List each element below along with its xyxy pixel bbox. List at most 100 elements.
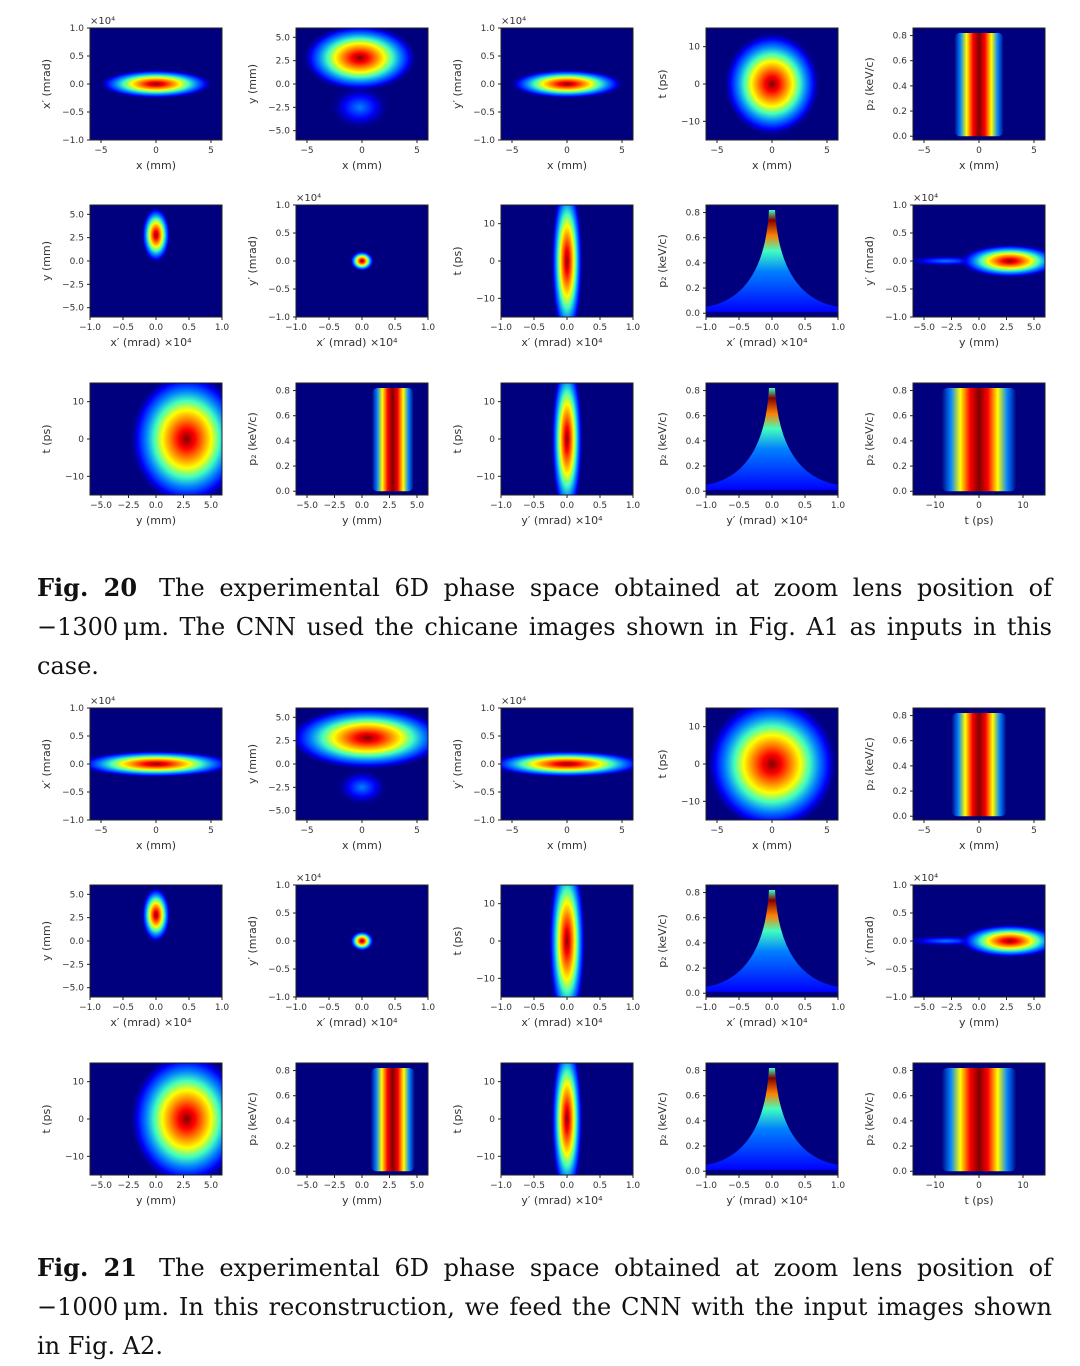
panel-yp-vs-y: −5.0 −2.5 0.0 2.5 5.0 −1.0 −0.5 0.0 0.5 1.0 y (mm)… (863, 193, 1046, 349)
y-tick-label: −0.5 (473, 788, 495, 798)
x-tick-label: −5.0 (90, 501, 112, 511)
y-tick-label: 1.0 (481, 24, 496, 34)
y-tick-label: 1.0 (276, 881, 291, 891)
x-tick-label: −5 (300, 826, 313, 836)
density-blob (959, 924, 1045, 958)
x-tick-label: 1.0 (215, 323, 230, 333)
y-tick-label: −0.5 (268, 285, 290, 295)
figure-20-caption: Fig. 20 The experimental 6D phase space o… (37, 568, 1052, 686)
panel-y-vs-xp: −1.0 −0.5 0.0 0.5 1.0 −5.0 −2.5 0.0 2.5 5.0 x′ (mr… (40, 884, 229, 1029)
x-tick-label: 5 (1031, 826, 1037, 836)
y-tick-label: 0.0 (276, 80, 291, 90)
x-tick-label: −0.5 (112, 1003, 134, 1013)
x-axis-label: x′ (mrad) ×10⁴ (521, 1016, 603, 1029)
y-tick-label: −10 (476, 472, 495, 482)
x-tick-label: −1.0 (490, 323, 512, 333)
y-axis-label: t (ps) (451, 926, 464, 955)
y-tick-label: 2.5 (70, 234, 84, 244)
x-tick-label: −1.0 (490, 501, 512, 511)
y-tick-label: 10 (484, 1078, 496, 1088)
x-tick-label: −1.0 (79, 1003, 101, 1013)
panel-t-vs-yp: −1.0 −0.5 0.0 0.5 1.0 −10 0 10 y′ (mrad) ×10⁴ t (… (451, 1062, 641, 1207)
density-blob (350, 250, 374, 272)
y-tick-label: 10 (484, 900, 496, 910)
x-tick-label: 0.0 (355, 501, 370, 511)
x-tick-label: −1.0 (695, 323, 717, 333)
y-axis-label: y′ (mrad) (246, 916, 259, 966)
y-tick-label: 0.2 (686, 284, 700, 294)
y-tick-label: 0.0 (686, 989, 701, 999)
x-tick-label: 0.0 (560, 1181, 575, 1191)
x-tick-label: 0.5 (388, 1003, 402, 1013)
y-tick-label: −5.0 (268, 127, 290, 137)
y-axis-label: y (mm) (246, 64, 259, 104)
x-tick-label: 5 (414, 826, 420, 836)
y-tick-label: 5.0 (276, 713, 291, 723)
x-axis-label: y (mm) (136, 1194, 176, 1207)
x-tick-label: 0 (153, 146, 159, 156)
density-blob (350, 930, 374, 952)
x-tick-label: 0 (976, 146, 982, 156)
density-blob (959, 244, 1045, 278)
x-tick-label: 5 (824, 826, 830, 836)
x-tick-label: 1.0 (626, 1181, 641, 1191)
x-tick-label: −1.0 (79, 323, 101, 333)
x-tick-label: −1.0 (490, 1003, 512, 1013)
x-tick-label: 2.5 (382, 1181, 396, 1191)
y-tick-label: 0.2 (276, 1142, 290, 1152)
x-tick-label: −5.0 (296, 1181, 318, 1191)
y-tick-label: 0.5 (481, 732, 495, 742)
x-tick-label: 0.0 (560, 323, 575, 333)
y-multiplier: ×10⁴ (501, 696, 526, 707)
y-tick-label: 1.0 (893, 881, 908, 891)
y-tick-label: 0.8 (686, 1067, 701, 1077)
y-tick-label: 0.4 (686, 939, 701, 949)
y-tick-label: 0.8 (686, 387, 701, 397)
x-tick-label: 0 (564, 826, 570, 836)
y-tick-label: 5.0 (70, 890, 85, 900)
x-axis-label: x′ (mrad) ×10⁴ (726, 1016, 808, 1029)
x-axis-label: y′ (mrad) ×10⁴ (726, 1194, 808, 1207)
density-band (941, 388, 1017, 492)
density-band (370, 1068, 415, 1172)
x-tick-label: 1.0 (831, 323, 846, 333)
x-tick-label: 0.0 (560, 1003, 575, 1013)
x-tick-label: 1.0 (831, 1181, 846, 1191)
x-axis-label: x′ (mrad) ×10⁴ (521, 336, 603, 349)
x-tick-label: 5 (619, 146, 625, 156)
y-tick-label: 0.8 (276, 1067, 291, 1077)
x-tick-label: 1.0 (626, 323, 641, 333)
x-tick-label: −5 (94, 146, 107, 156)
x-tick-label: 0.5 (798, 323, 812, 333)
density-cusp (706, 890, 838, 992)
x-tick-label: 1.0 (626, 501, 641, 511)
y-tick-label: 0.8 (893, 387, 908, 397)
panel-t-vs-y: −5.0 −2.5 0.0 2.5 5.0 −10 0 10 y (mm) t (ps) (40, 382, 223, 527)
x-tick-label: −0.5 (318, 323, 340, 333)
y-tick-label: 0.5 (893, 909, 907, 919)
figure-21-panels: −5 0 5 −1.0 −0.5 0.0 0.5 1.0 x (mm) x′ (mrad) ×10⁴… (40, 696, 1046, 1207)
x-tick-label: 0.0 (355, 323, 370, 333)
y-axis-label: p₂ (keV/c) (656, 412, 669, 466)
y-tick-label: 0 (78, 1115, 84, 1125)
panel-y-vs-x: −5 0 5 −5.0 −2.5 0.0 2.5 5.0 x (mm) y (mm) (246, 27, 429, 172)
y-tick-label: −5.0 (268, 807, 290, 817)
x-axis-label: y (mm) (959, 336, 999, 349)
y-axis-label: y (mm) (40, 921, 53, 961)
panel-pz-vs-y: −5.0 −2.5 0.0 2.5 5.0 0.0 0.2 0.4 0.6 0.8 y (mm) p₂… (246, 382, 429, 527)
x-tick-label: 0.5 (798, 501, 812, 511)
density-band (941, 1068, 1017, 1172)
panel-xp-vs-x: −5 0 5 −1.0 −0.5 0.0 0.5 1.0 x (mm) x′ (mrad) ×10⁴ (40, 16, 223, 172)
x-tick-label: 2.5 (176, 1181, 190, 1191)
y-tick-label: 1.0 (70, 704, 85, 714)
x-tick-label: 0.0 (149, 501, 164, 511)
x-axis-label: y′ (mrad) ×10⁴ (521, 1194, 603, 1207)
density-cusp (706, 210, 838, 312)
x-tick-label: 0 (769, 826, 775, 836)
y-tick-label: 0.6 (893, 1092, 908, 1102)
y-tick-label: 0.5 (893, 229, 907, 239)
x-tick-label: 0 (359, 146, 365, 156)
y-tick-label: 0 (489, 435, 495, 445)
x-axis-label: x (mm) (752, 159, 792, 172)
x-tick-label: 0.0 (149, 1181, 164, 1191)
